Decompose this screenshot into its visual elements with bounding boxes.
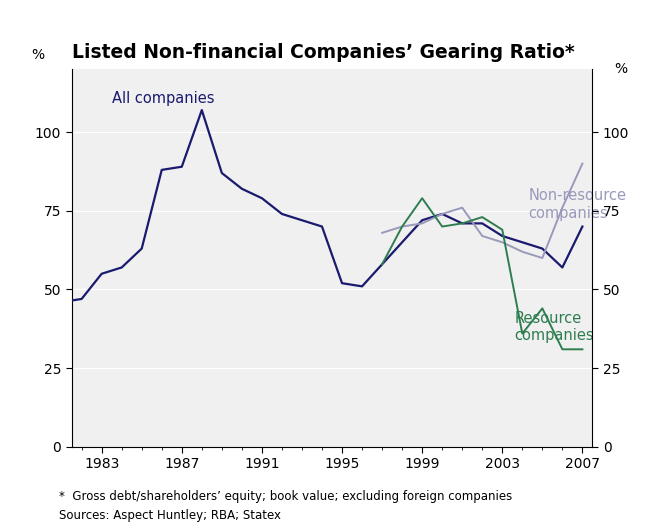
Y-axis label: %: % (615, 62, 628, 76)
Text: Listed Non-financial Companies’ Gearing Ratio*: Listed Non-financial Companies’ Gearing … (72, 43, 574, 62)
Text: Non-resource
companies: Non-resource companies (529, 188, 626, 221)
Text: All companies: All companies (112, 91, 214, 106)
Text: *  Gross debt/shareholders’ equity; book value; excluding foreign companies: * Gross debt/shareholders’ equity; book … (59, 490, 512, 503)
Text: Sources: Aspect Huntley; RBA; Statex: Sources: Aspect Huntley; RBA; Statex (59, 510, 281, 522)
Text: Resource
companies: Resource companies (514, 311, 594, 344)
Y-axis label: %: % (31, 47, 44, 62)
